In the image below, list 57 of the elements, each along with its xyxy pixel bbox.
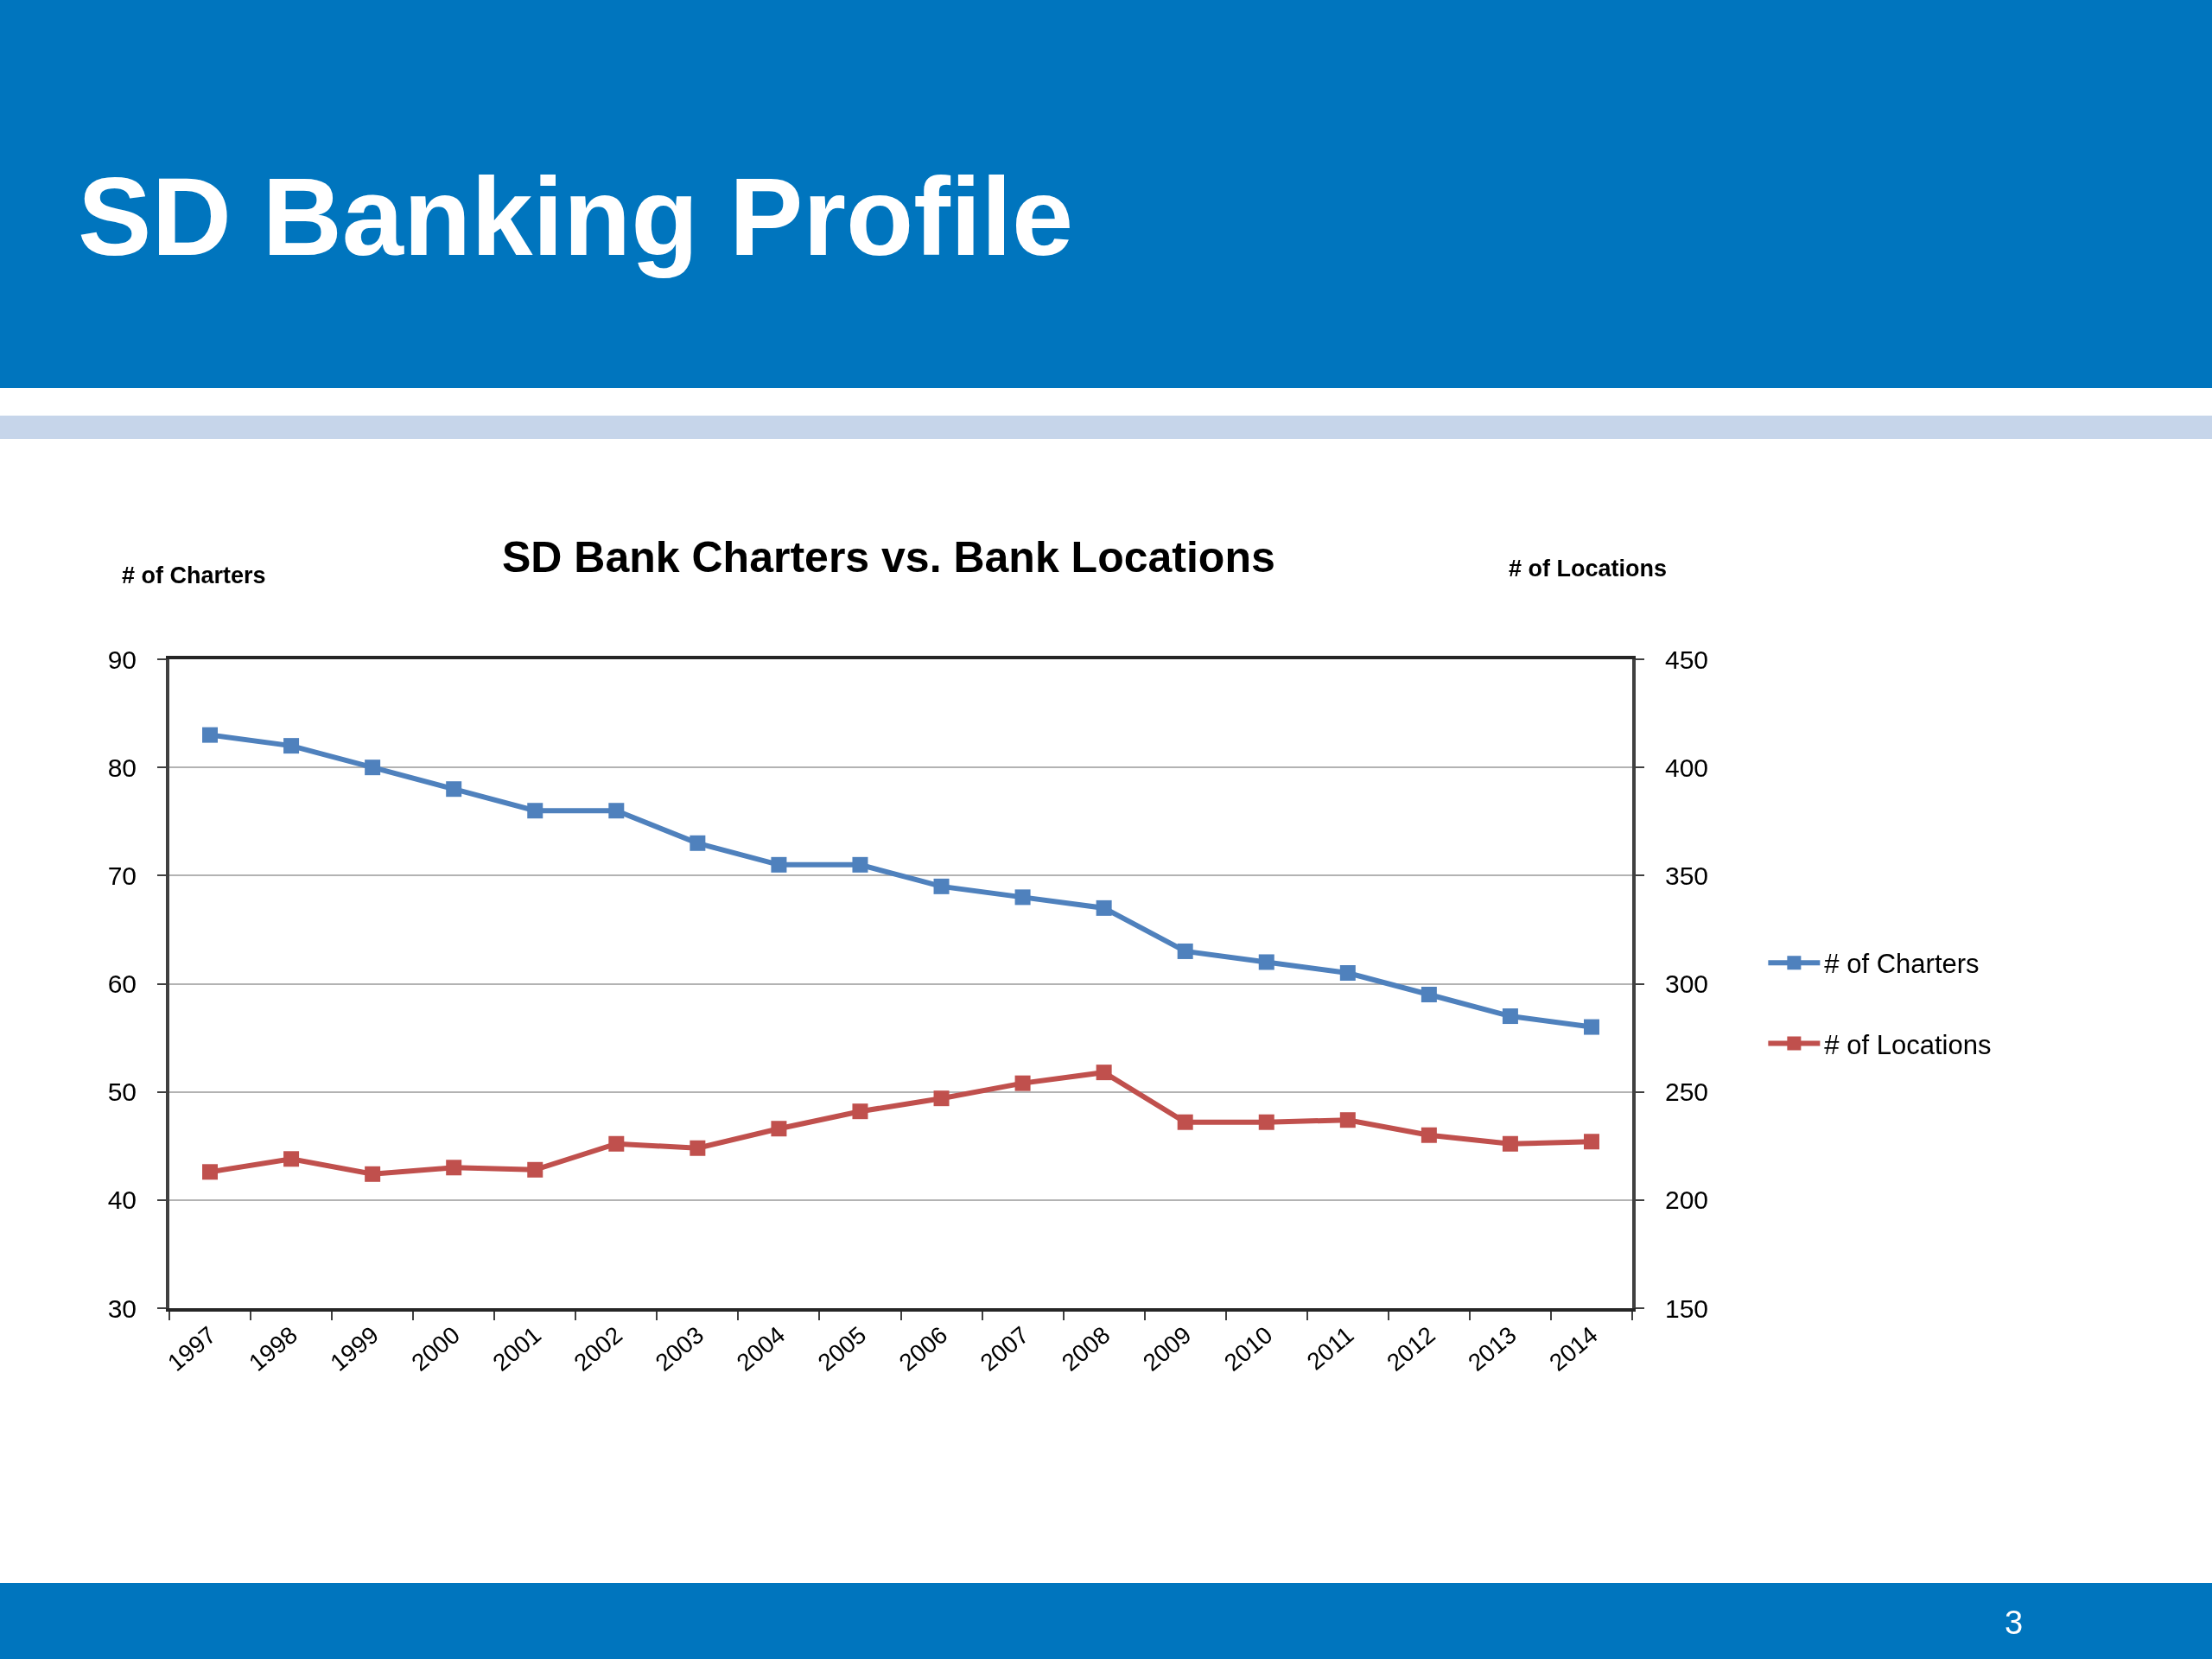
point (1583, 1134, 1599, 1150)
point (446, 1160, 462, 1176)
point (1258, 954, 1274, 970)
y2-axis-title: # of Locations (1509, 556, 1668, 582)
point (852, 1103, 868, 1120)
point (1096, 1065, 1112, 1081)
y-tick-label: 40 (107, 1185, 137, 1215)
point (1177, 1114, 1193, 1130)
point (202, 1164, 219, 1180)
point (365, 760, 381, 776)
point (1583, 1019, 1599, 1035)
point (1502, 1008, 1518, 1025)
y-tick-label: 30 (107, 1294, 137, 1323)
point (771, 1121, 787, 1137)
y-tick-label: 60 (107, 969, 137, 998)
text: 3 (2005, 1605, 2024, 1641)
y2-tick-label: 300 (1665, 969, 1709, 998)
chart-subtitle: SD Bank Charters vs. Bank Locations (502, 533, 1275, 582)
point (771, 856, 787, 873)
y2-tick-label: 450 (1665, 645, 1709, 674)
point (1258, 1114, 1274, 1130)
chart-title: SD Banking Profile (78, 154, 1074, 278)
point (527, 803, 543, 819)
point (202, 727, 219, 743)
y-tick-label: 80 (107, 753, 137, 782)
point (690, 835, 706, 851)
y2-tick-label: 150 (1665, 1294, 1709, 1323)
y-tick-label: 50 (107, 1077, 137, 1107)
point (446, 781, 462, 798)
point (933, 878, 950, 894)
point (1502, 1135, 1518, 1152)
legend-label: # of Charters (1824, 949, 1980, 980)
point (1014, 1075, 1031, 1091)
y-axis-title: # of Charters (122, 563, 266, 588)
point (690, 1140, 706, 1156)
y2-tick-label: 400 (1665, 753, 1709, 782)
point (527, 1161, 543, 1178)
y-tick-label: 90 (107, 645, 137, 674)
y2-tick-label: 200 (1665, 1185, 1709, 1215)
point (608, 803, 625, 819)
y2-tick-label: 350 (1665, 861, 1709, 890)
legend-label: # of Locations (1824, 1029, 1992, 1060)
point (1096, 899, 1112, 916)
y-tick-label: 70 (107, 861, 137, 890)
point (1177, 943, 1193, 959)
point (1421, 987, 1437, 1003)
point (1339, 964, 1356, 981)
point (608, 1135, 625, 1152)
point (852, 856, 868, 873)
point (1014, 889, 1031, 906)
point (283, 1151, 300, 1167)
point (365, 1166, 381, 1182)
point (1421, 1127, 1437, 1143)
point (933, 1090, 950, 1107)
point (1339, 1112, 1356, 1128)
point (283, 738, 300, 754)
y2-tick-label: 250 (1665, 1077, 1709, 1107)
